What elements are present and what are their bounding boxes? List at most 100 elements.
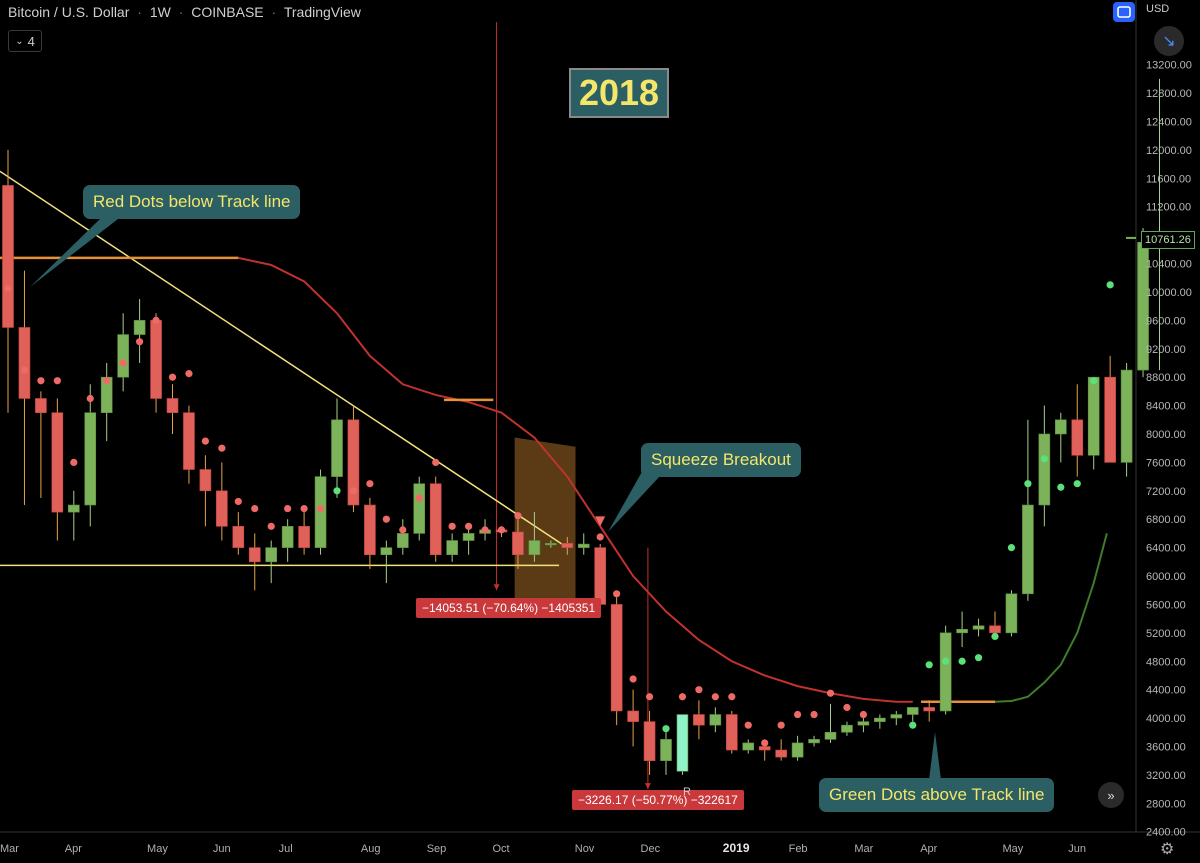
currency-label[interactable]: USD <box>1146 3 1170 15</box>
price-tick-label: 2400.00 <box>1146 827 1186 839</box>
red-dot <box>678 693 687 701</box>
candle-body <box>972 625 985 630</box>
red-dot <box>777 721 785 729</box>
red-dot <box>284 504 292 513</box>
candle-body <box>923 707 936 712</box>
squeeze-triangle-marker <box>595 516 606 527</box>
candle-body <box>561 543 574 548</box>
price-tick-label: 4000.00 <box>1146 713 1186 725</box>
candle-body <box>594 547 607 605</box>
measure-label-first: −14053.51 (−70.64%) −1405351 <box>416 598 602 618</box>
red-dot <box>300 504 308 513</box>
green-dot <box>1040 455 1048 463</box>
time-tick-label: 2019 <box>723 841 750 855</box>
candle-body <box>1104 376 1116 463</box>
price-tick-label: 5600.00 <box>1146 599 1186 611</box>
candle-body <box>1055 419 1067 435</box>
price-tick-label: 2800.00 <box>1146 798 1186 810</box>
red-dot <box>711 693 719 701</box>
price-tick-label: 8400.00 <box>1146 401 1186 413</box>
price-tick-label: 9200.00 <box>1146 344 1186 356</box>
callout-pointer <box>929 732 941 780</box>
red-dot <box>86 394 94 403</box>
candle-body <box>232 526 245 548</box>
candle-body <box>1071 419 1084 456</box>
candle-body <box>396 533 409 548</box>
candle-body <box>1087 376 1100 456</box>
red-dot <box>415 494 423 502</box>
candle-body <box>890 714 903 719</box>
candle-body <box>364 504 376 556</box>
red-dot <box>794 710 802 719</box>
green-dot <box>974 654 983 662</box>
fullscreen-icon[interactable] <box>1113 2 1135 22</box>
time-tick-label: Apr <box>920 843 937 855</box>
price-tick-label: 3600.00 <box>1146 741 1186 753</box>
double-chevron-right-icon[interactable]: » <box>1098 782 1124 808</box>
candle-body <box>1022 504 1034 595</box>
candle-body <box>462 533 475 541</box>
symbol-title[interactable]: Bitcoin / U.S. Dollar <box>8 4 130 20</box>
candle-body <box>413 483 426 534</box>
candle-body <box>265 547 278 563</box>
callout-squeeze-breakout: Squeeze Breakout <box>641 443 801 477</box>
measure-label-second: −3226.17 (−50.77%) −322617 <box>572 790 744 810</box>
time-tick-label: Apr <box>65 843 82 855</box>
candle-body <box>446 540 458 556</box>
callout-green-dots: Green Dots above Track line <box>819 778 1055 812</box>
time-tick-label: May <box>147 843 168 855</box>
candle-body <box>545 543 557 546</box>
red-dot <box>728 693 736 701</box>
candle-body <box>956 628 968 634</box>
indicator-count: 4 <box>27 33 35 49</box>
time-tick-label: Jun <box>213 843 231 855</box>
price-tick-label: 12800.00 <box>1146 88 1192 100</box>
candle-body <box>35 398 47 413</box>
red-dot <box>645 693 654 701</box>
price-tick-label: 3200.00 <box>1146 770 1186 782</box>
candle-body <box>281 526 294 548</box>
red-dot <box>70 458 78 467</box>
candle-body <box>627 710 639 722</box>
interval-label[interactable]: 1W <box>149 4 171 20</box>
collapse-arrows-icon[interactable]: ↘ <box>1154 26 1184 56</box>
time-tick-label: Oct <box>493 843 510 855</box>
price-tick-label: 6000.00 <box>1146 571 1186 583</box>
time-tick-label: Jun <box>1068 843 1086 855</box>
price-tick-label: 11200.00 <box>1146 202 1191 214</box>
last-price-tag: 10761.26 <box>1141 231 1195 249</box>
green-dot <box>662 725 670 733</box>
candle-body <box>874 717 886 722</box>
indicators-toggle[interactable]: ⌄ 4 <box>8 30 42 52</box>
candle-body <box>429 483 442 556</box>
candle-body <box>989 625 1001 634</box>
squeeze-zone <box>514 437 576 605</box>
candle-body <box>248 547 261 563</box>
red-dot <box>234 497 242 506</box>
chart-header: Bitcoin / U.S. Dollar · 1W · COINBASE · … <box>8 4 361 20</box>
red-dot <box>382 515 390 523</box>
candle-body <box>742 742 755 751</box>
candle-body <box>331 419 343 477</box>
measure-arrowhead <box>493 584 500 591</box>
green-dot <box>1024 480 1032 488</box>
price-tick-label: 6400.00 <box>1146 543 1186 555</box>
time-tick-label: Sep <box>427 843 447 855</box>
red-dot <box>465 522 473 530</box>
track-line-green <box>994 533 1108 703</box>
candle-body <box>68 504 80 513</box>
candle-body <box>512 531 524 556</box>
candle-body <box>133 320 146 335</box>
green-dot <box>1106 281 1114 289</box>
candle-body <box>725 714 738 751</box>
gear-icon[interactable]: ⚙ <box>1160 841 1175 858</box>
red-dot <box>185 370 193 378</box>
chevron-down-icon: ⌄ <box>15 35 24 47</box>
candle-body <box>18 327 31 399</box>
red-dot <box>695 686 703 694</box>
candle-body <box>643 721 656 761</box>
candle-body <box>676 714 689 772</box>
candle-body <box>1005 593 1018 634</box>
green-dot <box>333 487 341 495</box>
